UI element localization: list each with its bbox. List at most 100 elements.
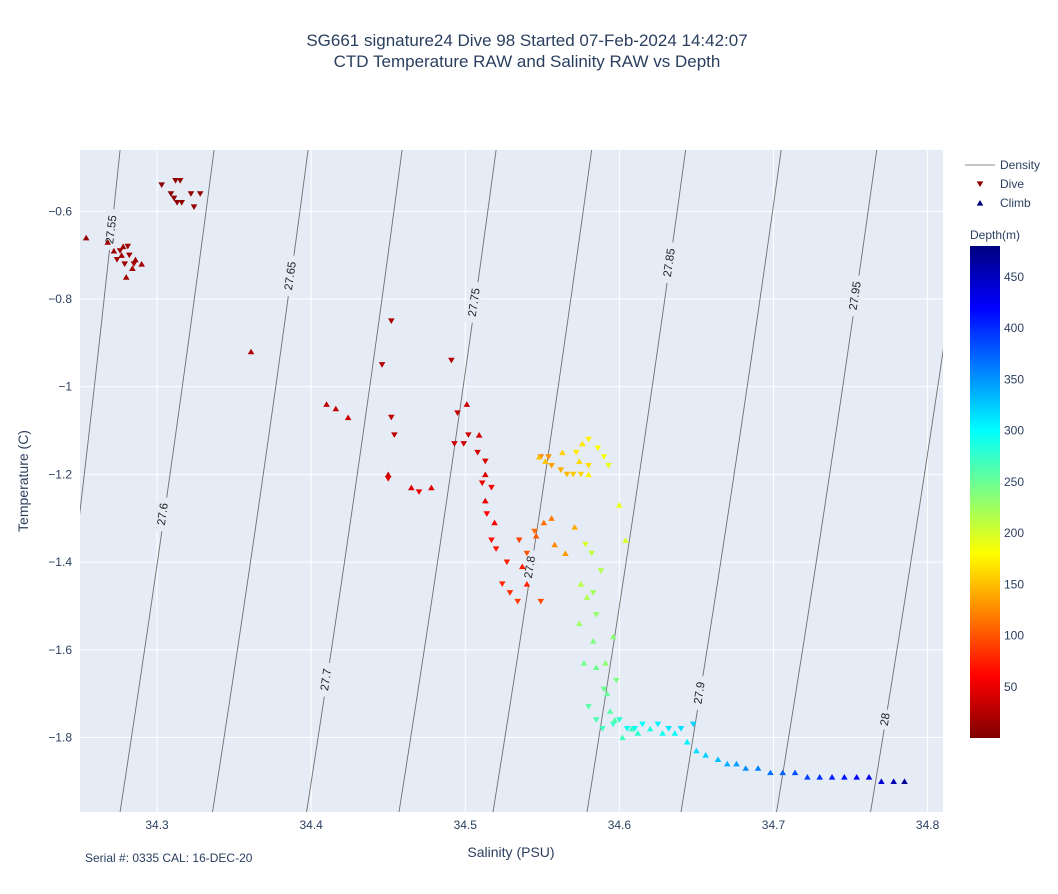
- climb-point: [702, 752, 709, 758]
- climb-point: [384, 471, 392, 478]
- dive-point: [563, 471, 571, 478]
- x-tick-label: 34.7: [762, 818, 786, 832]
- y-tick-label: −1.4: [48, 555, 72, 569]
- density-contour-label: 27.65: [283, 261, 299, 291]
- colorbar-tick-label: 150: [1004, 577, 1024, 591]
- legend-label: Dive: [1000, 177, 1024, 191]
- dive-point: [483, 511, 491, 517]
- climb-point: [548, 515, 555, 521]
- dive-point: [631, 726, 639, 732]
- climb-point: [589, 638, 597, 644]
- dive-point: [474, 449, 481, 456]
- dive-point: [387, 318, 395, 324]
- density-contour-line: [776, 150, 878, 812]
- dive-point: [378, 362, 386, 368]
- dive-point: [126, 252, 133, 259]
- dive-point: [506, 590, 514, 596]
- dive-point: [545, 454, 552, 460]
- climb-point: [532, 532, 540, 539]
- legend-item-climb[interactable]: Climb: [976, 196, 1031, 210]
- dive-point: [514, 598, 521, 605]
- grid-lines: [80, 150, 943, 812]
- colorbar-tick-label: 450: [1004, 270, 1024, 284]
- dive-point: [121, 261, 128, 267]
- density-contour-label: 27.95: [848, 281, 864, 311]
- climb-point: [110, 247, 118, 254]
- density-contour-label-bg: [876, 708, 894, 731]
- climb-point: [247, 348, 255, 355]
- climb-point: [580, 659, 588, 666]
- climb-point: [611, 716, 619, 723]
- climb-point: [119, 243, 127, 250]
- climb-point: [585, 471, 592, 478]
- climb-point: [634, 730, 642, 736]
- climb-point: [104, 239, 112, 245]
- density-contour-label-bg: [280, 254, 300, 298]
- climb-point: [463, 401, 471, 407]
- legend[interactable]: Density Dive Climb: [965, 158, 1040, 210]
- x-tick-label: 34.6: [608, 818, 632, 832]
- density-contour-label-bg: [463, 280, 484, 324]
- dive-point: [492, 546, 500, 552]
- y-tick-label: −1.8: [48, 730, 72, 744]
- density-contour-label: 28: [879, 712, 893, 726]
- legend-item-density[interactable]: Density: [965, 158, 1040, 172]
- dive-point: [415, 489, 423, 495]
- colorbar: Depth(m) 50 100 150 200 250 300 350 400 450: [970, 228, 1024, 738]
- density-contour-line: [492, 150, 593, 812]
- dive-point: [600, 454, 608, 460]
- dive-point: [116, 248, 124, 254]
- density-contour-label: 27.6: [156, 502, 171, 526]
- climb-point: [583, 594, 591, 600]
- climb-point: [122, 274, 130, 280]
- climb-point: [609, 633, 617, 640]
- dive-point: [460, 441, 468, 447]
- legend-label: Climb: [1000, 196, 1031, 210]
- climb-point: [723, 760, 731, 767]
- climb-point: [82, 234, 90, 241]
- dive-point: [609, 721, 617, 728]
- dive-point: [391, 432, 398, 438]
- y-tick-label: −1.6: [48, 643, 72, 657]
- density-contour-label: 27.9: [692, 681, 707, 705]
- dive-point: [605, 463, 612, 469]
- dive-point: [616, 717, 623, 723]
- dive-point: [639, 721, 646, 728]
- dive-point: [172, 178, 179, 184]
- climb-point: [865, 773, 873, 780]
- dive-point: [582, 541, 589, 548]
- colorbar-ticks: 50 100 150 200 250 300 350 400 450: [1004, 270, 1024, 694]
- climb-point: [733, 760, 740, 767]
- climb-point: [853, 773, 860, 780]
- dive-point: [124, 243, 132, 250]
- climb-point: [693, 747, 700, 754]
- dive-point: [515, 537, 523, 544]
- dive-point: [557, 467, 565, 474]
- y-tick-label: −0.8: [48, 292, 72, 306]
- density-contour-label-bg: [689, 674, 709, 711]
- density-contour-line: [306, 150, 403, 812]
- dive-point: [690, 721, 697, 728]
- climb-point: [323, 401, 330, 407]
- colorbar-tick-label: 350: [1004, 372, 1024, 386]
- x-tick-label: 34.3: [145, 818, 169, 832]
- climb-point: [606, 708, 614, 714]
- serial-calibration-note: Serial #: 0335 CAL: 16-DEC-20: [85, 851, 253, 865]
- legend-item-dive[interactable]: Dive: [976, 177, 1025, 191]
- climb-point: [791, 769, 799, 776]
- climb-point: [592, 664, 600, 670]
- legend-label: Density: [1000, 158, 1040, 172]
- x-tick-label: 34.5: [454, 818, 478, 832]
- climb-point: [616, 502, 623, 508]
- dive-point: [599, 726, 606, 732]
- dive-point: [448, 357, 455, 364]
- dive-point: [623, 726, 631, 732]
- dive-point: [478, 480, 486, 487]
- dive-point: [577, 471, 585, 478]
- climb-point: [551, 541, 558, 548]
- climb-point: [559, 449, 566, 456]
- climb-point: [878, 778, 885, 784]
- dive-point: [196, 191, 204, 197]
- climb-point: [742, 765, 750, 771]
